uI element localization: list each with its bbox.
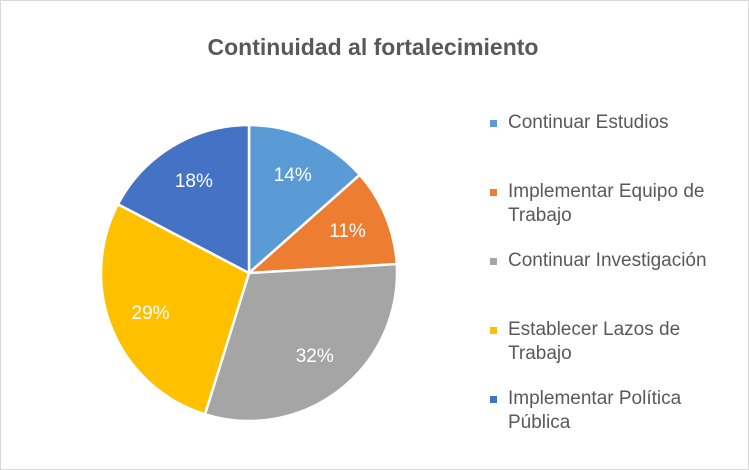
legend-swatch xyxy=(490,258,497,265)
legend-item: Implementar Política Pública xyxy=(490,387,742,435)
legend-item: Continuar Estudios xyxy=(490,111,742,135)
data-label: 29% xyxy=(132,303,170,324)
data-label: 18% xyxy=(175,171,213,192)
legend-item: Implementar Equipo de Trabajo xyxy=(490,180,742,228)
legend-label: Implementar Política Pública xyxy=(508,388,682,433)
legend-item: Establecer Lazos de Trabajo xyxy=(490,318,742,366)
legend-label: Establecer Lazos de Trabajo xyxy=(508,319,681,364)
legend-item: Continuar Investigación xyxy=(490,249,742,273)
legend-label: Continuar Investigación xyxy=(508,250,707,271)
chart-title: Continuidad al fortalecimiento xyxy=(208,34,539,60)
legend-swatch xyxy=(490,396,497,403)
pie-slice xyxy=(245,173,399,275)
legend-label: Implementar Equipo de Trabajo xyxy=(508,181,705,226)
data-label: 14% xyxy=(274,165,312,186)
legend-swatch xyxy=(490,120,497,127)
pie-slice xyxy=(203,262,399,423)
pie-slice xyxy=(247,123,362,276)
data-label: 11% xyxy=(329,221,366,242)
legend-swatch xyxy=(490,189,497,196)
legend-label: Continuar Estudios xyxy=(508,112,669,133)
pie-slice xyxy=(99,202,251,416)
legend-swatch xyxy=(490,327,497,334)
data-label: 32% xyxy=(296,346,334,367)
pie-slice xyxy=(116,123,251,276)
